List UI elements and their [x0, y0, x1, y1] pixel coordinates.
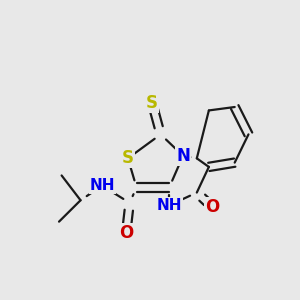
Text: NH: NH: [157, 198, 182, 213]
Text: O: O: [205, 198, 219, 216]
Text: NH: NH: [89, 178, 115, 193]
Text: O: O: [119, 224, 133, 242]
Text: S: S: [122, 149, 134, 167]
Text: S: S: [146, 94, 158, 112]
Text: N: N: [176, 147, 190, 165]
